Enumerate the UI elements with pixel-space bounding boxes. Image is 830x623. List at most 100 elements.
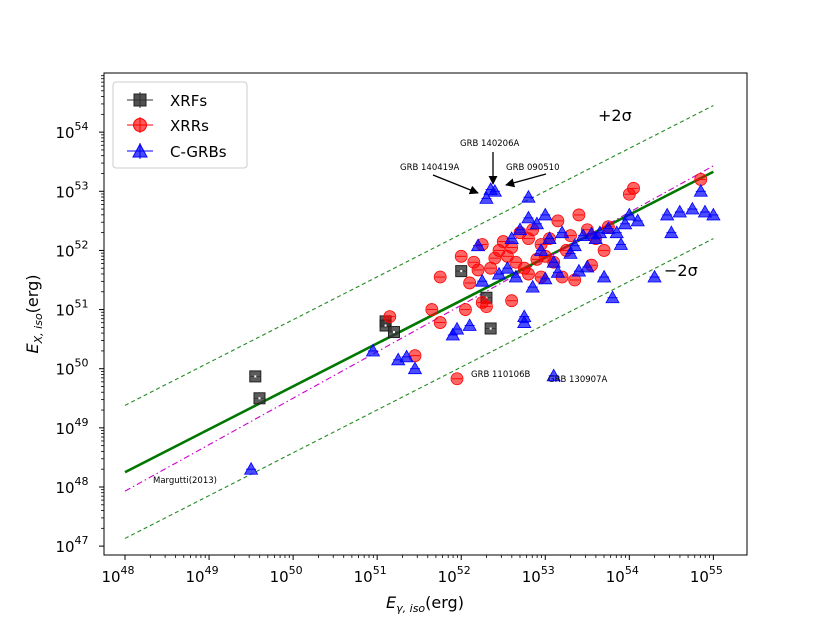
data-points: [243, 173, 721, 475]
x-tick-power: 48: [121, 564, 135, 577]
xrf-point-center: [384, 324, 387, 327]
x-tick-power: 51: [373, 564, 387, 577]
line-margutti-2013-: [124, 165, 714, 492]
x-tick-label: 1054: [606, 564, 639, 586]
cgrb-point: [567, 238, 582, 252]
legend-square-marker: [133, 93, 147, 107]
y-tick-power: 52: [75, 238, 89, 251]
cgrb-point: [554, 225, 570, 239]
x-tick-power: 50: [289, 564, 303, 577]
cgrb-point: [462, 318, 477, 331]
xrr-point: [627, 181, 640, 195]
y-tick-label: 1050: [55, 357, 88, 379]
cgrb-point: [512, 222, 528, 236]
xrr-point: [383, 310, 397, 324]
cgrb-point: [399, 349, 414, 363]
cgrb-point: [533, 243, 549, 256]
line-best-fit: [124, 170, 714, 474]
arrow-grb-090510: [505, 173, 547, 188]
x-tick-power: 49: [205, 564, 219, 577]
cgrb-point: [697, 204, 713, 218]
cgrb-point: [617, 216, 633, 230]
line--2sigma: [124, 105, 714, 406]
xrf-point-center: [258, 397, 261, 400]
xrr-point: [433, 270, 447, 284]
xrr-point: [459, 303, 472, 316]
xrr-point: [522, 267, 535, 281]
cgrb-point: [685, 201, 700, 215]
x-axis-label: Eγ, iso(erg): [386, 593, 464, 615]
annotation-grb-130907a: GRB 130907A: [548, 375, 607, 385]
cgrb-point: [542, 231, 557, 244]
xrr-point: [551, 214, 565, 228]
annotation-plus-2-sigma: +2σ: [598, 106, 632, 125]
y-tick-power: 50: [75, 357, 89, 370]
xrf-point-center: [254, 375, 257, 378]
cgrb-point: [580, 259, 595, 273]
plot-frame: [103, 72, 748, 556]
cgrb-point: [517, 315, 532, 328]
x-tick-base: 10: [101, 568, 120, 586]
annotation-minus-2-sigma: −2σ: [664, 261, 698, 280]
legend-circle-marker: [133, 118, 147, 132]
legend: XRFs XRRs C-GRBs: [112, 81, 248, 169]
x-tick-label: 1053: [522, 564, 555, 586]
x-tick-label: 1052: [438, 564, 471, 586]
cgrb-point: [622, 207, 637, 221]
x-tick-base: 10: [522, 568, 541, 586]
y-tick-power: 54: [75, 120, 89, 133]
cgrb-point: [659, 207, 675, 221]
annotation-grb-090510: GRB 090510: [506, 163, 559, 173]
cgrb-point: [630, 213, 645, 227]
cgrb-point: [706, 207, 721, 221]
cgrb-point: [479, 191, 494, 204]
x-tick-base: 10: [606, 568, 625, 586]
y-tick-base: 10: [55, 420, 74, 438]
x-tick-power: 52: [457, 564, 471, 577]
xrr-point: [425, 303, 439, 316]
annotation-grb-110106b: GRB 110106B: [471, 370, 530, 380]
annotation-grb-140419a: GRB 140419A: [400, 163, 459, 173]
cgrb-point: [475, 273, 490, 287]
y-tick-label: 1049: [55, 416, 88, 438]
y-tick-label: 1051: [55, 298, 88, 320]
cgrb-point: [407, 361, 423, 375]
x-tick-label: 1050: [270, 564, 303, 586]
xrr-point: [450, 372, 464, 386]
cgrb-point: [243, 461, 259, 475]
x-tick-base: 10: [186, 568, 205, 586]
legend-label-xrfs: XRFs: [170, 92, 207, 110]
x-tick-label: 1049: [186, 564, 219, 586]
cgrb-point: [609, 225, 624, 239]
annotations: GRB 140206A GRB 140419A GRB 090510 GRB 1…: [153, 106, 698, 486]
y-tick-base: 10: [55, 479, 74, 497]
xrr-point: [480, 300, 493, 314]
xrr-point: [463, 276, 477, 290]
xrr-point: [572, 208, 586, 222]
cgrb-point: [605, 290, 620, 304]
legend-label-xrrs: XRRs: [170, 117, 209, 135]
xrr-point: [694, 173, 708, 186]
y-tick-power: 53: [75, 179, 89, 192]
legend-entry-xrrs: XRRs: [127, 117, 209, 135]
y-tick-label: 1053: [55, 179, 88, 201]
xrf-point-center: [460, 270, 463, 273]
cgrb-point: [672, 204, 687, 218]
cgrb-point: [525, 279, 540, 293]
y-tick-base: 10: [55, 124, 74, 142]
y-tick-base: 10: [55, 242, 74, 260]
y-tick-base: 10: [55, 183, 74, 201]
y-tick-power: 49: [75, 416, 89, 429]
cgrb-point: [521, 210, 536, 224]
series-c-grbs: [243, 182, 721, 475]
cgrb-point: [538, 271, 553, 285]
cgrb-point: [365, 343, 381, 357]
cgrb-point: [550, 264, 566, 278]
y-tick-label: 1048: [55, 475, 88, 497]
x-tick-base: 10: [270, 568, 289, 586]
cgrb-point: [563, 246, 578, 259]
arrow-grb-140419a: [432, 174, 479, 195]
y-tick-power: 47: [75, 534, 89, 547]
cgrb-point: [546, 368, 561, 382]
